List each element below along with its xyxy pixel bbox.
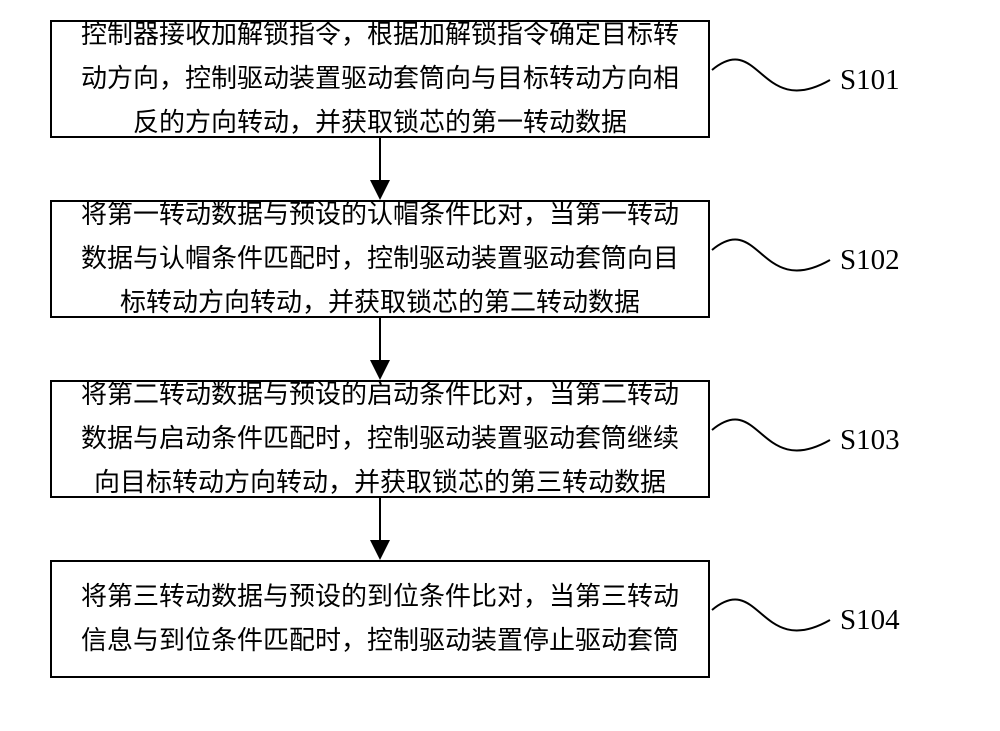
step-box-s104: 将第三转动数据与预设的到位条件比对，当第三转动信息与到位条件匹配时，控制驱动装置…: [50, 560, 710, 678]
step-text: 控制器接收加解锁指令，根据加解锁指令确定目标转动方向，控制驱动装置驱动套筒向与目…: [72, 13, 688, 146]
flowchart-canvas: 控制器接收加解锁指令，根据加解锁指令确定目标转动方向，控制驱动装置驱动套筒向与目…: [0, 0, 1000, 731]
step-text: 将第二转动数据与预设的启动条件比对，当第二转动数据与启动条件匹配时，控制驱动装置…: [72, 373, 688, 506]
step-label-s103: S103: [840, 424, 900, 457]
step-label-s102: S102: [840, 244, 900, 277]
step-box-s102: 将第一转动数据与预设的认帽条件比对，当第一转动数据与认帽条件匹配时，控制驱动装置…: [50, 200, 710, 318]
connector-s102: [712, 239, 830, 270]
step-label-s104: S104: [840, 604, 900, 637]
step-text: 将第三转动数据与预设的到位条件比对，当第三转动信息与到位条件匹配时，控制驱动装置…: [72, 575, 688, 663]
connector-s101: [712, 59, 830, 90]
step-box-s103: 将第二转动数据与预设的启动条件比对，当第二转动数据与启动条件匹配时，控制驱动装置…: [50, 380, 710, 498]
step-label-s101: S101: [840, 64, 900, 97]
step-box-s101: 控制器接收加解锁指令，根据加解锁指令确定目标转动方向，控制驱动装置驱动套筒向与目…: [50, 20, 710, 138]
step-text: 将第一转动数据与预设的认帽条件比对，当第一转动数据与认帽条件匹配时，控制驱动装置…: [72, 193, 688, 326]
connector-s103: [712, 419, 830, 450]
connector-s104: [712, 599, 830, 630]
